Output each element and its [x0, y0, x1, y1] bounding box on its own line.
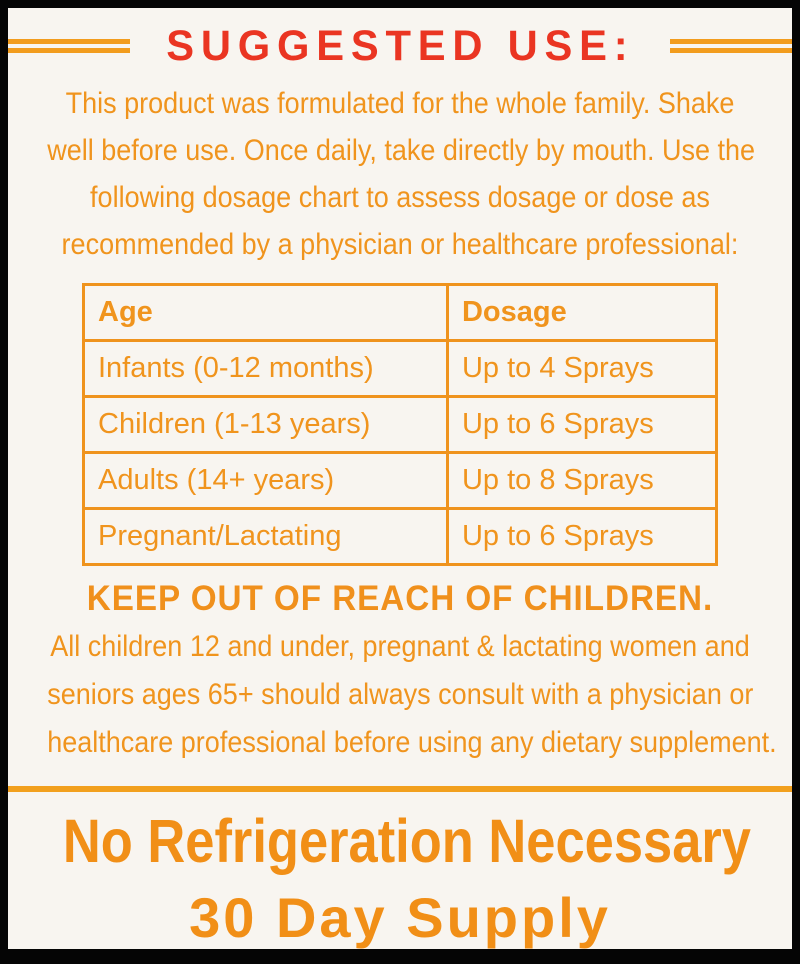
warning-line: healthcare professional before using any…: [47, 726, 777, 759]
dosage-cell: Up to 8 Sprays: [445, 451, 719, 510]
intro-line: This product was formulated for the whol…: [65, 87, 735, 120]
table-header-row: Age Dosage: [82, 283, 719, 342]
intro-paragraph: This product was formulated for the whol…: [8, 80, 792, 268]
supplement-label: SUGGESTED USE: This product was formulat…: [8, 8, 792, 949]
supply-duration-text: 30 Day Supply: [189, 886, 611, 949]
table-row: Infants (0-12 months) Up to 4 Sprays: [82, 339, 719, 398]
table-row: Children (1-13 years) Up to 6 Sprays: [82, 395, 719, 454]
table-row: Adults (14+ years) Up to 8 Sprays: [82, 451, 719, 510]
dosage-cell: Up to 4 Sprays: [445, 339, 719, 398]
no-refrigeration-text: No Refrigeration Necessary: [62, 807, 751, 875]
dosage-cell: Up to 6 Sprays: [445, 507, 719, 566]
keep-out-of-reach-heading: KEEP OUT OF REACH OF CHILDREN.: [86, 579, 714, 618]
age-column-header: Age: [82, 283, 449, 342]
dosage-cell: Up to 6 Sprays: [445, 395, 719, 454]
age-cell: Infants (0-12 months): [82, 339, 449, 398]
age-cell: Pregnant/Lactating: [82, 507, 449, 566]
double-rule-left: [8, 39, 130, 53]
table-row: Pregnant/Lactating Up to 6 Sprays: [82, 507, 719, 566]
warning-line: seniors ages 65+ should always consult w…: [47, 678, 754, 711]
intro-line: well before use. Once daily, take direct…: [47, 134, 756, 167]
age-cell: Children (1-13 years): [82, 395, 449, 454]
horizontal-rule: [8, 786, 792, 792]
page-title: SUGGESTED USE:: [165, 21, 635, 70]
age-cell: Adults (14+ years): [82, 451, 449, 510]
intro-line: following dosage chart to assess dosage …: [90, 181, 710, 214]
warning-paragraph: All children 12 and under, pregnant & la…: [8, 623, 792, 767]
double-rule-right: [669, 39, 792, 53]
intro-line: recommended by a physician or healthcare…: [61, 228, 739, 261]
warning-line: All children 12 and under, pregnant & la…: [50, 630, 750, 663]
dosage-column-header: Dosage: [445, 283, 719, 342]
dosage-table: Age Dosage Infants (0-12 months) Up to 4…: [82, 283, 719, 566]
suggested-use-header: SUGGESTED USE:: [8, 20, 792, 72]
